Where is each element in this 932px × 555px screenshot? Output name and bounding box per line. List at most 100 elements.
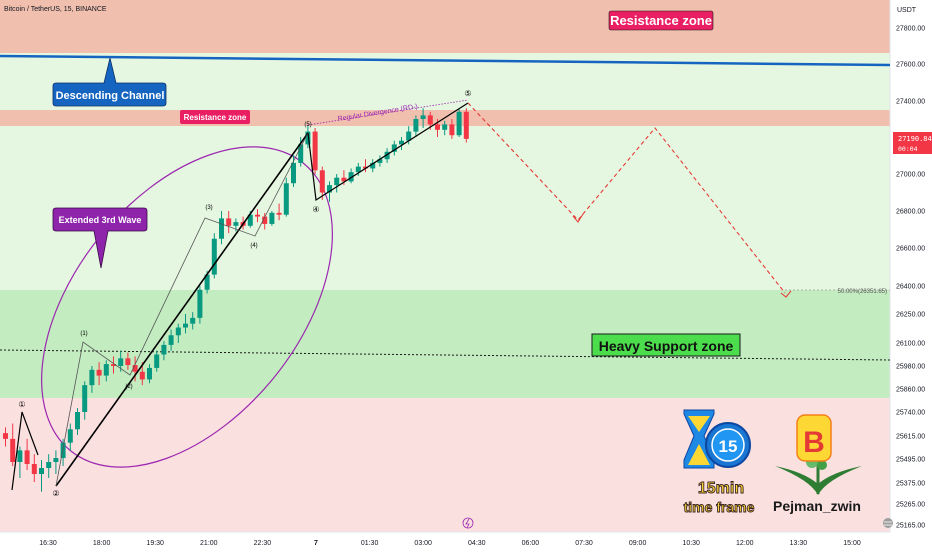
time-tick-9: 06:00 [522,540,540,547]
time-tick-13: 12:00 [736,540,754,547]
candle-body-18 [132,365,138,372]
candle-body-48 [348,172,354,182]
lower-pink-band [0,398,890,532]
prior-wave-line [11,411,39,491]
candle-8 [60,438,66,466]
candle-body-44 [319,170,325,193]
candle-body-37 [269,212,275,224]
candle-body-52 [377,159,383,163]
time-tick-1: 18:00 [93,540,111,547]
candle-body-43 [312,131,318,171]
price-tick-5: 26800.00 [896,209,925,216]
candle-6 [46,454,52,478]
candle-body-5 [39,468,44,474]
candle-63 [456,108,462,137]
candle-17 [125,352,131,370]
candle-18 [132,356,138,382]
candle-body-55 [399,140,404,145]
extended-wave-label: Extended 3rd Wave [59,215,142,225]
price-tick-0: 27800.00 [896,26,925,33]
wave-label-circle1: ① [18,400,25,409]
middle-green-band [0,126,890,290]
candle-52 [377,155,383,167]
candle-23 [168,329,174,351]
candle-body-60 [435,124,440,130]
candle-body-16 [118,358,124,366]
time-tick-7: 03:00 [414,540,432,547]
candle-body-63 [456,111,462,136]
time-tick-3: 21:00 [200,540,218,547]
time-tick-4: 22:30 [254,540,272,547]
heavy-support-label: Heavy Support zone [599,338,734,354]
price-tick-12: 25740.00 [896,410,925,417]
candle-20 [147,364,152,384]
candle-1 [10,423,16,466]
wave-label-2: (2) [125,384,132,390]
resistance-small-label-box [180,110,250,124]
candle-body-10 [75,412,80,430]
candle-body-20 [147,367,152,380]
time-axis[interactable] [0,532,932,550]
candle-body-8 [60,442,66,459]
candle-43 [312,128,318,174]
price-tick-4: 27000.00 [896,172,925,179]
candle-46 [334,174,340,193]
candle-body-30 [219,218,224,239]
price-tag [893,132,932,154]
candle-51 [370,159,376,173]
candle-body-22 [161,344,167,355]
candle-38 [276,203,282,221]
price-tick-6: 26600.00 [896,246,925,253]
candle-body-25 [183,323,188,328]
time-tick-5: 7 [314,540,318,547]
candle-54 [391,140,397,156]
candle-25 [183,314,188,334]
candle-21 [154,350,160,372]
resistance-zone-label: Resistance zone [610,13,712,28]
candle-body-17 [125,358,131,366]
candle-body-4 [31,464,37,474]
candle-body-45 [327,185,332,193]
wave-label-circle4: ④ [312,205,319,214]
wave-label-circle5: ⑤ [464,89,471,98]
leaf-icon [775,466,862,495]
wave4-5-line [307,102,469,202]
timeframe-text-line2: time frame [684,499,755,515]
price-tick-13: 25615.00 [896,434,925,441]
candle-57 [413,115,419,137]
candle-body-40 [291,162,296,184]
candle-10 [75,408,80,436]
candle-body-21 [154,354,160,368]
candle-body-54 [391,144,397,152]
wave3-trendline [55,132,309,487]
candle-12 [89,366,95,393]
subwave-line [55,132,309,487]
settings-icon[interactable] [883,518,893,528]
extended-wave-callout [52,207,148,269]
heavy-support-label-box [591,333,741,357]
price-tick-9: 26100.00 [896,341,925,348]
candle-body-2 [17,450,23,462]
time-tick-labels: 16:30 18:00 19:30 21:00 22:30 7 01:30 03:00 04:3… [39,540,861,547]
candle-13 [96,362,102,386]
candle-15 [111,356,116,374]
resistance-small-label: Resistance zone [184,113,247,122]
candle-body-15 [111,364,116,366]
candle-body-49 [355,166,361,173]
candle-body-51 [370,162,376,169]
lightning-icon[interactable] [462,517,474,529]
candle-body-57 [413,119,419,132]
clock-number: 15 [719,437,738,456]
price-tag-countdown: 00:04 [898,145,918,153]
candle-29 [211,233,217,279]
candle-body-61 [442,124,448,130]
candle-61 [442,120,448,136]
time-tick-2: 19:30 [146,540,164,547]
price-tag-value: 27190.84 [898,135,932,143]
price-axis[interactable] [890,0,932,550]
hourglass-sand-top [688,416,710,432]
candle-14 [103,360,109,382]
candle-body-41 [298,144,304,163]
